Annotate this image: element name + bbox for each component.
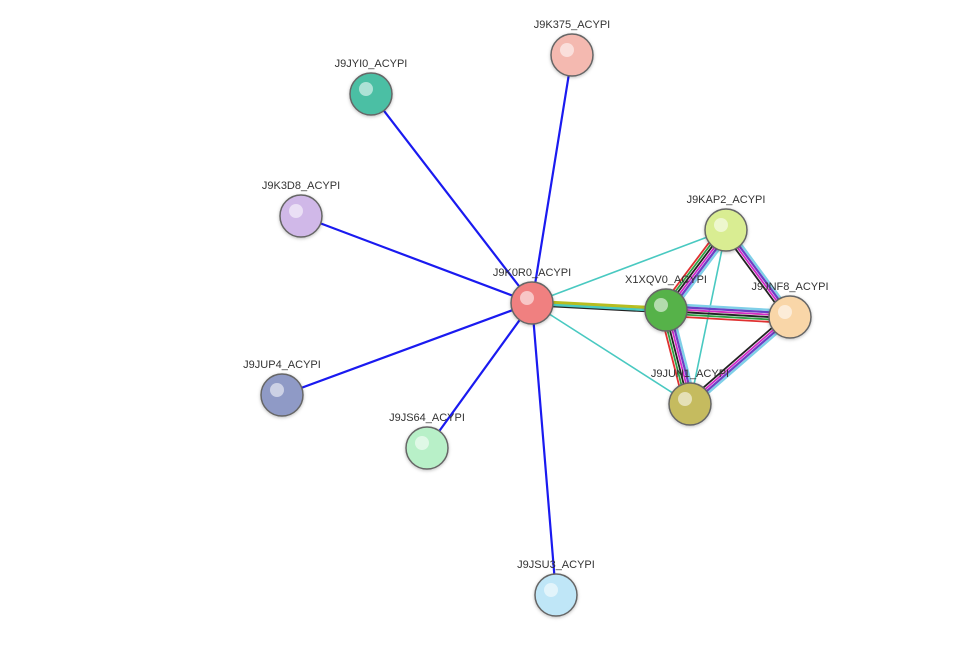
node-circle[interactable] [551, 34, 593, 76]
node-highlight [714, 218, 728, 232]
node-J9KAP2[interactable] [705, 209, 747, 251]
node-J9K0R0[interactable] [511, 282, 553, 324]
node-J9JYI0[interactable] [350, 73, 392, 115]
node-highlight [520, 291, 534, 305]
node-circle[interactable] [669, 383, 711, 425]
node-circle[interactable] [535, 574, 577, 616]
node-J9JSU3[interactable] [535, 574, 577, 616]
nodes-layer [261, 34, 811, 616]
node-J9K3D8[interactable] [280, 195, 322, 237]
node-highlight [359, 82, 373, 96]
node-highlight [289, 204, 303, 218]
node-highlight [678, 392, 692, 406]
node-label-J9JYI0: J9JYI0_ACYPI [335, 58, 408, 70]
node-circle[interactable] [406, 427, 448, 469]
node-highlight [270, 383, 284, 397]
node-highlight [560, 43, 574, 57]
node-highlight [654, 298, 668, 312]
node-circle[interactable] [350, 73, 392, 115]
node-circle[interactable] [280, 195, 322, 237]
node-highlight [778, 305, 792, 319]
node-J9JUP4[interactable] [261, 374, 303, 416]
node-circle[interactable] [705, 209, 747, 251]
node-label-J9K3D8: J9K3D8_ACYPI [262, 180, 340, 192]
node-label-J9JUP4: J9JUP4_ACYPI [243, 359, 321, 371]
node-label-J9JS64: J9JS64_ACYPI [389, 412, 465, 424]
node-highlight [415, 436, 429, 450]
node-J9K375[interactable] [551, 34, 593, 76]
node-label-J9KAP2: J9KAP2_ACYPI [687, 194, 766, 206]
edges-layer [282, 55, 793, 595]
node-label-J9JSU3: J9JSU3_ACYPI [517, 559, 595, 571]
node-J9JUN1[interactable] [669, 383, 711, 425]
edge-J9K0R0-J9JS64-blue [427, 303, 532, 448]
node-circle[interactable] [645, 289, 687, 331]
node-circle[interactable] [769, 296, 811, 338]
node-circle[interactable] [261, 374, 303, 416]
node-label-J9K375: J9K375_ACYPI [534, 19, 610, 31]
node-J9JS64[interactable] [406, 427, 448, 469]
node-highlight [544, 583, 558, 597]
edge-J9K0R0-J9JUP4-blue [282, 303, 532, 395]
network-graph: J9K0R0_ACYPIJ9K375_ACYPIJ9JYI0_ACYPIJ9K3… [0, 0, 976, 653]
node-X1XQV0[interactable] [645, 289, 687, 331]
node-circle[interactable] [511, 282, 553, 324]
node-J9JNF8[interactable] [769, 296, 811, 338]
edge-J9K0R0-J9JSU3-blue [532, 303, 556, 595]
edge-J9K0R0-J9K375-blue [532, 55, 572, 303]
